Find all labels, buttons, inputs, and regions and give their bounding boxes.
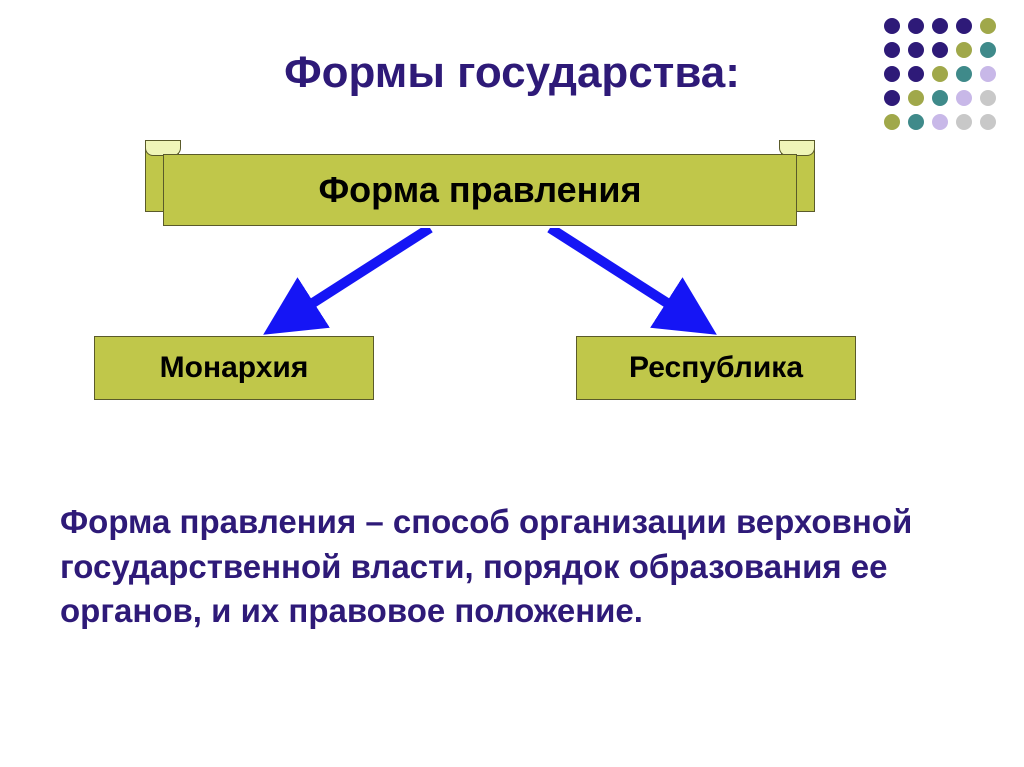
arrow-to-monarchy-icon (260, 228, 460, 348)
banner-label: Форма правления (163, 154, 797, 226)
slide-title: Формы государства: (0, 48, 1024, 98)
box-republic: Республика (576, 336, 856, 400)
definition-paragraph: Форма правления – способ организации вер… (60, 500, 966, 634)
arrow-to-republic-icon (530, 228, 730, 348)
banner-form-of-government: Форма правления (145, 140, 815, 228)
definition-term: Форма правления (60, 503, 356, 540)
box-monarchy: Монархия (94, 336, 374, 400)
